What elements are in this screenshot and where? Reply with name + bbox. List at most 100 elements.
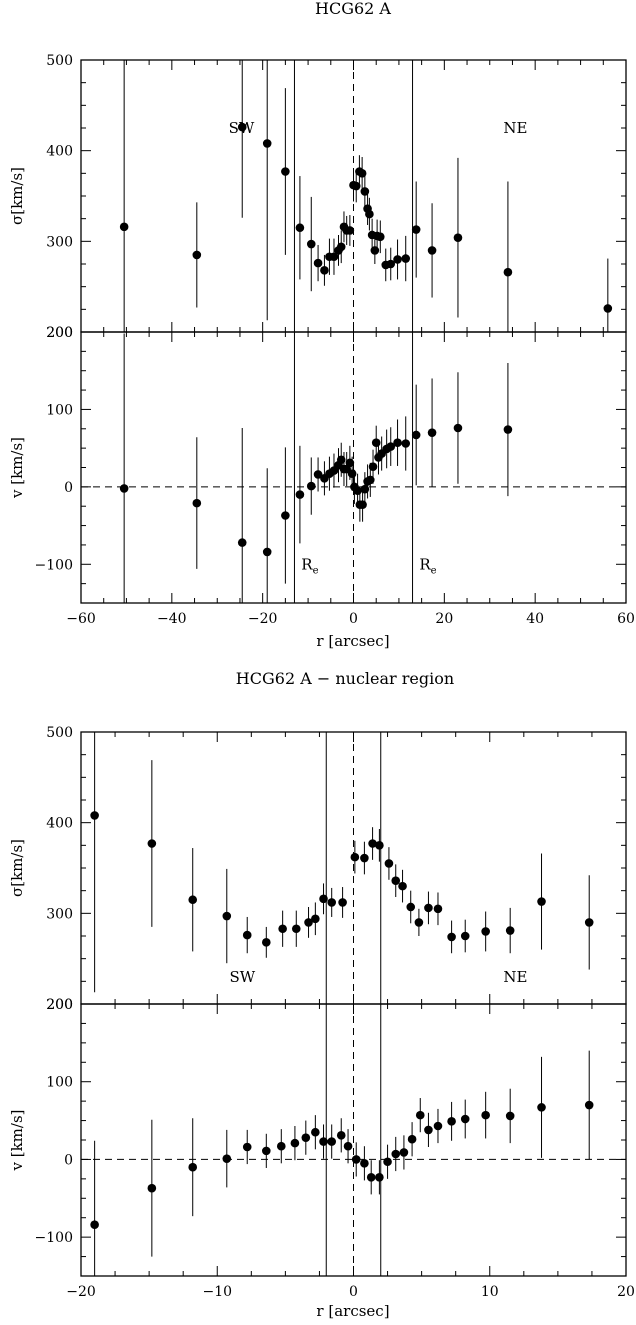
x-tick-label: 40 <box>526 611 544 627</box>
region-annotation: NE <box>503 119 527 137</box>
data-point <box>281 511 290 520</box>
x-tick-label: −20 <box>66 1284 96 1300</box>
data-point <box>371 438 381 448</box>
data-point <box>407 1134 417 1144</box>
data-point <box>375 232 385 242</box>
re-annotation: Re <box>301 555 318 576</box>
data-point <box>351 1155 361 1164</box>
data-point <box>411 225 421 234</box>
y-tick-label: 300 <box>46 906 73 922</box>
re-annotation: Re <box>419 555 436 576</box>
data-point <box>262 139 272 148</box>
x-tick-label: 0 <box>349 611 358 627</box>
data-point <box>414 918 424 927</box>
data-point <box>360 484 370 494</box>
region-annotation: NE <box>503 968 527 986</box>
data-point <box>360 1159 369 1168</box>
data-point <box>399 1148 409 1157</box>
data-point <box>313 258 323 268</box>
data-point <box>383 1157 392 1167</box>
y-tick-label: −100 <box>35 557 73 573</box>
x-tick-label: −10 <box>202 1284 232 1300</box>
y-tick-label: −100 <box>35 1230 73 1246</box>
data-point <box>290 1138 300 1148</box>
data-point <box>368 839 377 848</box>
x-tick-label: 10 <box>481 1284 499 1300</box>
data-point <box>242 930 252 940</box>
data-point <box>401 439 411 448</box>
data-point <box>453 423 463 433</box>
data-point <box>537 1103 546 1112</box>
x-axis-label: r [arcsec] <box>316 1302 389 1320</box>
data-point <box>366 1173 376 1182</box>
y-tick-label: 200 <box>46 997 73 1013</box>
data-point <box>192 498 202 508</box>
y-axis-label: v [km/s] <box>8 437 26 499</box>
data-point <box>345 226 355 235</box>
data-point <box>119 222 129 232</box>
data-point <box>192 250 202 260</box>
data-point <box>237 122 247 132</box>
y-tick-label: 200 <box>46 325 73 341</box>
x-tick-label: −40 <box>157 611 187 627</box>
y-tick-label: 100 <box>46 402 73 418</box>
data-point <box>343 1141 353 1151</box>
data-point <box>276 1141 286 1151</box>
data-point <box>505 926 515 935</box>
data-point <box>503 267 513 277</box>
data-point <box>311 914 320 924</box>
data-point <box>584 1100 594 1110</box>
data-point <box>460 1114 470 1124</box>
data-point <box>481 927 490 936</box>
data-point <box>262 938 271 947</box>
data-point <box>375 841 384 850</box>
data-point <box>360 187 370 196</box>
data-point <box>393 255 402 264</box>
y-axis-label: σ[km/s] <box>8 839 26 897</box>
data-point <box>537 897 546 906</box>
data-point <box>365 209 374 219</box>
data-point <box>278 924 287 934</box>
data-point <box>291 924 301 934</box>
data-point <box>384 859 394 868</box>
data-point <box>505 1111 515 1121</box>
data-point <box>90 811 99 820</box>
data-point <box>433 1121 443 1131</box>
data-point <box>327 1137 337 1146</box>
data-point <box>306 239 316 249</box>
data-point <box>242 1142 252 1152</box>
data-point <box>368 462 378 472</box>
data-point <box>262 547 272 557</box>
data-point <box>358 500 367 509</box>
data-point <box>320 266 329 275</box>
data-point <box>262 1146 271 1156</box>
y-tick-label: 400 <box>46 816 73 832</box>
y-tick-label: 400 <box>46 144 73 160</box>
data-point <box>147 839 157 848</box>
chart-title: HCG62 A <box>315 0 391 18</box>
x-tick-label: 0 <box>349 1284 358 1300</box>
y-tick-label: 200 <box>46 325 73 341</box>
x-tick-label: −60 <box>66 611 96 627</box>
data-point <box>386 259 396 269</box>
data-point <box>603 304 613 313</box>
data-point <box>222 911 232 921</box>
data-point <box>447 932 456 942</box>
y-tick-label: 500 <box>46 725 73 741</box>
data-point <box>338 898 347 907</box>
data-point <box>453 233 463 243</box>
y-tick-label: 100 <box>46 1075 73 1091</box>
data-point <box>415 1110 425 1120</box>
data-point <box>306 481 316 491</box>
y-tick-label: 500 <box>46 53 73 69</box>
data-point <box>424 903 433 913</box>
data-point <box>357 169 367 178</box>
data-point <box>481 1110 490 1120</box>
y-tick-label: 0 <box>64 480 73 496</box>
data-point <box>353 486 362 496</box>
data-point <box>301 1133 311 1142</box>
y-axis-label: v [km/s] <box>8 1109 26 1171</box>
